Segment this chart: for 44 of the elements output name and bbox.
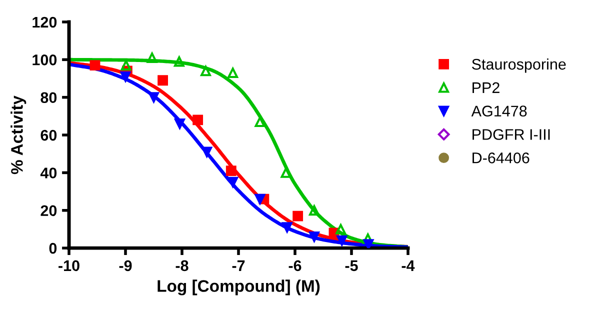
point [228, 68, 238, 78]
legend-label: Staurosporine [472, 58, 566, 73]
x-tick-label: -5 [345, 260, 358, 272]
y-tick-label: 100 [32, 54, 57, 66]
point [226, 166, 236, 176]
y-tick-label: 0 [49, 242, 57, 254]
y-axis-title: % Activity [10, 96, 26, 174]
y-tick-label: 20 [40, 205, 57, 216]
y-tick-label: 80 [40, 92, 57, 104]
point [192, 114, 204, 126]
point [202, 146, 212, 158]
x-tick-label: -7 [232, 260, 245, 271]
y-tick-label: 40 [40, 168, 57, 178]
point [336, 235, 348, 246]
point [363, 239, 374, 248]
point [309, 232, 320, 242]
x-tick-label: -6 [288, 260, 302, 272]
point [292, 210, 304, 222]
point [174, 118, 185, 129]
x-tick-label: -10 [58, 260, 80, 272]
point [309, 205, 320, 216]
x-tick-label: -8 [176, 260, 188, 272]
point [254, 194, 266, 204]
point [120, 71, 131, 82]
x-axis-title: Log [Compound] (M) [158, 280, 320, 296]
point [120, 60, 132, 71]
point [158, 75, 168, 86]
x-tick-label: -9 [119, 260, 132, 272]
legend-label: PP2 [472, 82, 500, 93]
point [282, 222, 292, 233]
legend-label: PDGFR I-III [472, 129, 550, 140]
y-tick-label: 120 [32, 16, 57, 28]
point [146, 52, 158, 63]
point [90, 60, 100, 71]
x-tick-label: -4 [402, 260, 415, 271]
point [254, 116, 266, 128]
point [200, 66, 211, 76]
legend-label: AG1478 [471, 106, 527, 117]
point [336, 224, 346, 234]
point [228, 176, 238, 188]
legend-label: D-64406 [472, 152, 530, 164]
point [148, 92, 159, 103]
y-tick-label: 60 [40, 130, 57, 141]
point [174, 56, 184, 67]
